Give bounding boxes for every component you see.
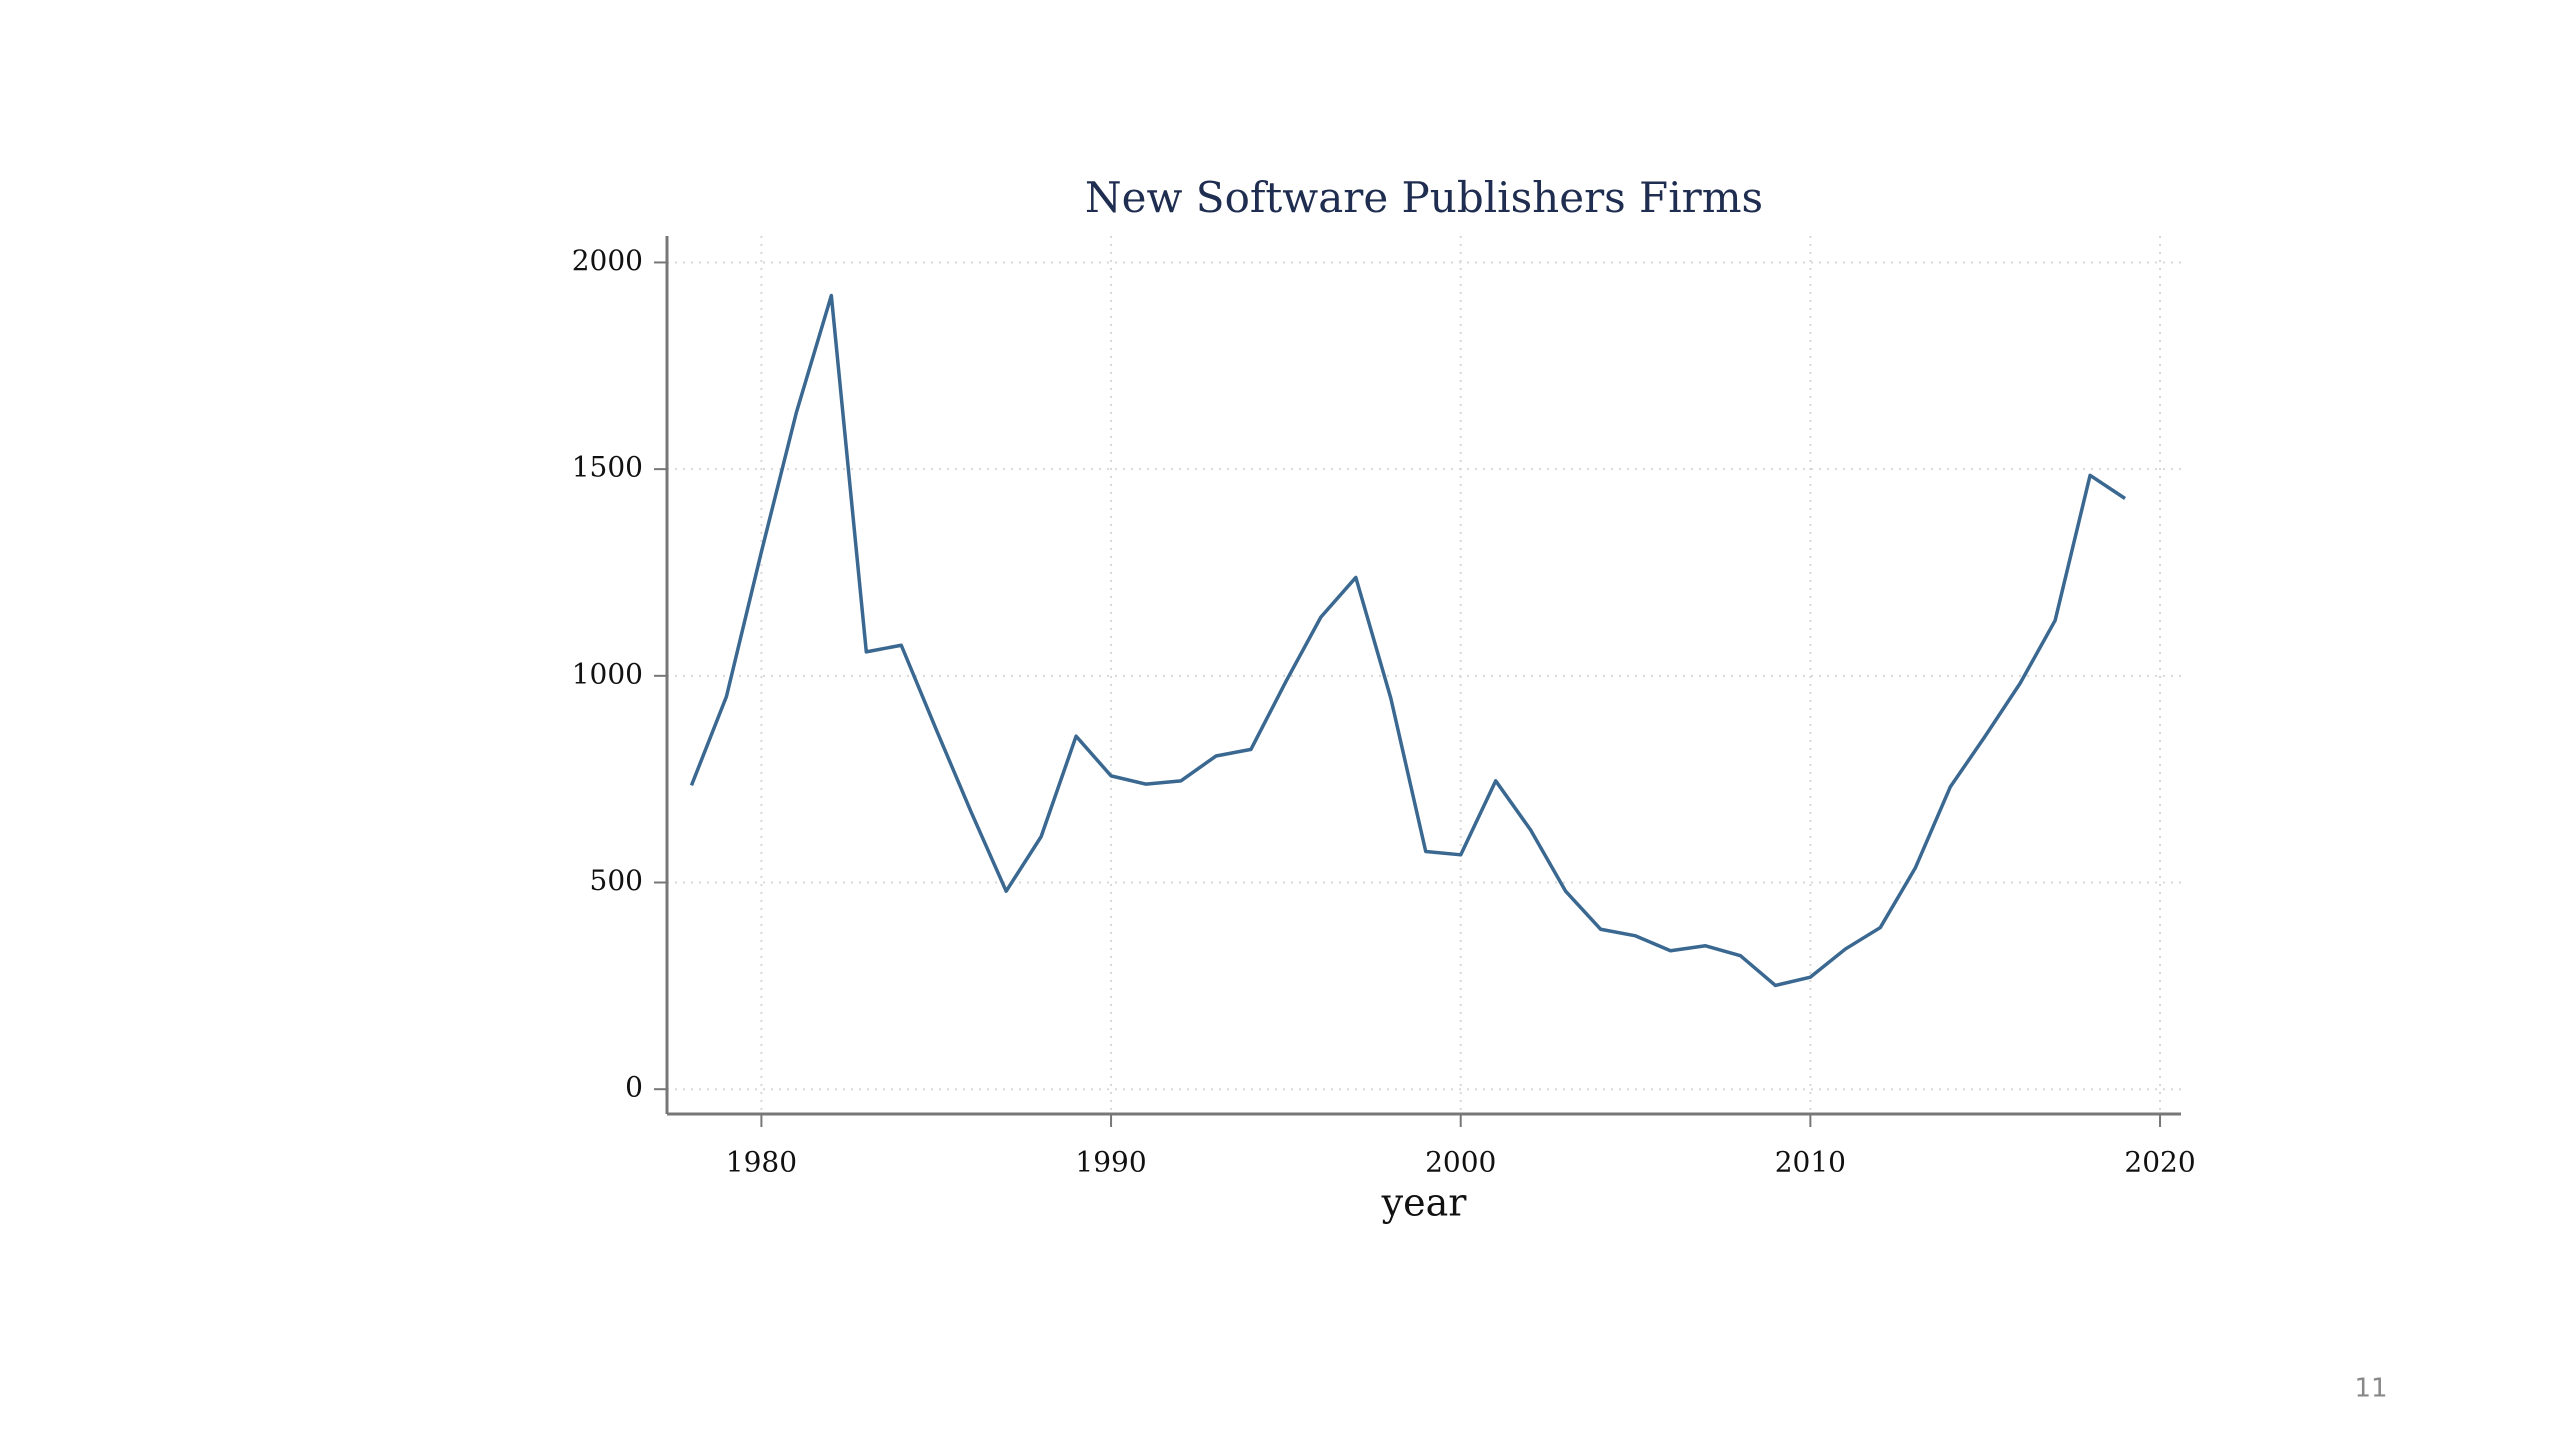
y-tick-label: 2000 <box>572 244 643 277</box>
y-tick-label: 0 <box>625 1071 643 1104</box>
y-tick-label: 1500 <box>572 451 643 484</box>
x-tick-label: 2000 <box>1425 1146 1496 1179</box>
x-tick-label: 1980 <box>726 1146 797 1179</box>
x-tick-label: 1990 <box>1075 1146 1146 1179</box>
chart-title: New Software Publishers Firms <box>1085 173 1763 222</box>
y-tick-label: 500 <box>590 864 643 897</box>
y-tick-label: 1000 <box>572 657 643 690</box>
page-number: 11 <box>2354 1374 2387 1404</box>
x-axis-label: year <box>1381 1181 1468 1225</box>
x-tick-label: 2020 <box>2124 1146 2195 1179</box>
x-tick-label: 2010 <box>1775 1146 1846 1179</box>
line <box>689 293 2127 988</box>
